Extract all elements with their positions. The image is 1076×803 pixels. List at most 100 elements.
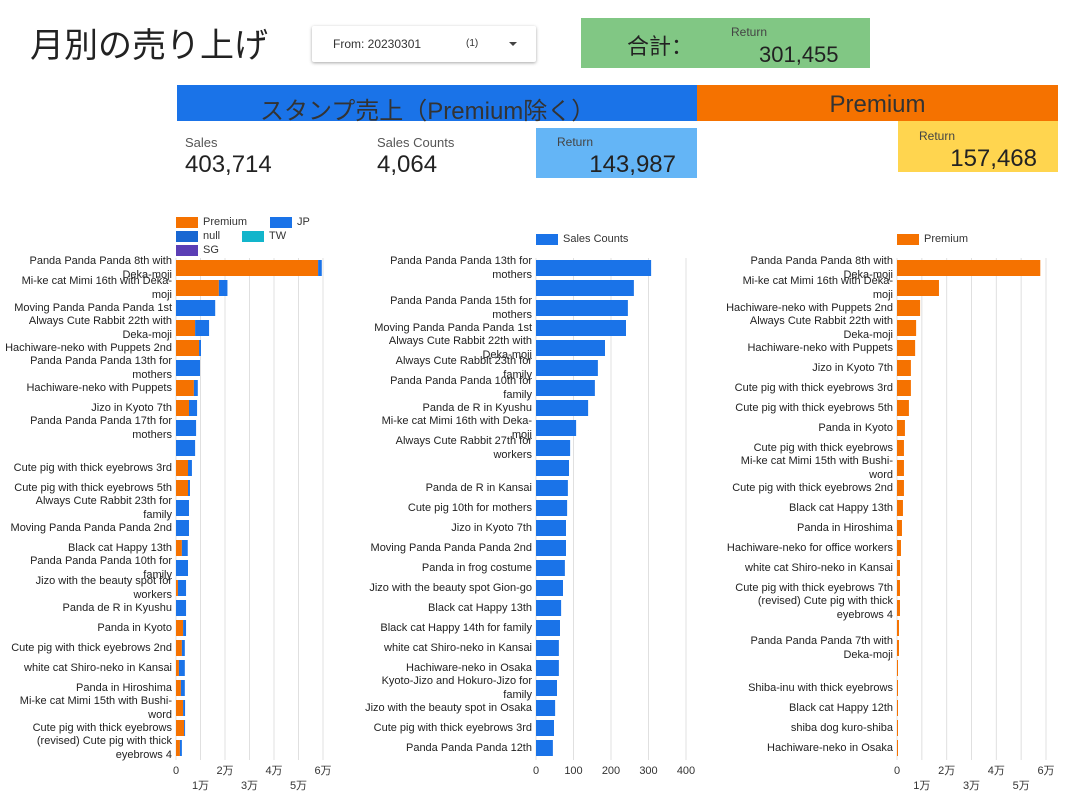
bar bbox=[536, 660, 559, 676]
y-tick-label: Cute pig with thick eyebrows 7th bbox=[735, 582, 893, 594]
x-tick-label: 6万 bbox=[314, 765, 331, 777]
bar bbox=[897, 740, 898, 756]
y-tick-label: Panda in Kyoto bbox=[97, 622, 172, 634]
total-label: 合計： bbox=[627, 34, 694, 59]
y-tick-label: Panda in frog costume bbox=[421, 562, 532, 574]
bar bbox=[176, 260, 319, 276]
x-tick-label: 5万 bbox=[290, 780, 307, 792]
y-tick-label: Panda Panda Panda 12th bbox=[405, 742, 532, 754]
y-tick-label: Cute pig with thick eyebrows 5th bbox=[14, 482, 172, 494]
y-tick-label: Mi-ke cat Mimi 16th with Deka-moji bbox=[381, 415, 532, 441]
legend-swatch bbox=[176, 231, 198, 242]
bar bbox=[897, 700, 898, 716]
y-tick-label: Jizo with the beauty spot Gion-go bbox=[369, 582, 532, 594]
y-tick-label: Cute pig with thick eyebrows 3rd bbox=[373, 722, 532, 734]
x-tick-label: 5万 bbox=[1013, 780, 1030, 792]
bar bbox=[176, 540, 182, 556]
kpi-card: Return 157,468 bbox=[898, 121, 1058, 172]
bar bbox=[177, 580, 187, 596]
bar bbox=[176, 600, 187, 616]
bar bbox=[897, 400, 909, 416]
bar bbox=[181, 640, 185, 656]
y-tick-label: Black cat Happy 12th bbox=[789, 702, 893, 714]
bar bbox=[536, 440, 571, 456]
bar bbox=[199, 340, 201, 356]
bar bbox=[180, 680, 185, 696]
bar bbox=[897, 500, 903, 516]
y-tick-label: Always Cute Rabbit 22th with Deka-moji bbox=[28, 315, 172, 341]
y-tick-label: Panda de R in Kansai bbox=[425, 482, 532, 494]
bar bbox=[897, 640, 899, 656]
x-tick-label: 2万 bbox=[216, 765, 233, 777]
y-tick-label: Hachiware-neko for office workers bbox=[726, 542, 893, 554]
bar bbox=[318, 260, 322, 276]
bar bbox=[897, 580, 900, 596]
kpi-label: Sales Counts bbox=[377, 135, 455, 150]
y-tick-label: Always Cute Rabbit 27th for workers bbox=[395, 435, 532, 461]
y-tick-label: Cute pig with thick eyebrows 2nd bbox=[732, 482, 893, 494]
y-tick-label: Always Cute Rabbit 23th for family bbox=[395, 355, 532, 381]
bar bbox=[188, 480, 190, 496]
y-tick-label: Panda de R in Kyushu bbox=[422, 402, 532, 414]
y-tick-label: Hachiware-neko with Puppets bbox=[26, 382, 172, 394]
bar bbox=[176, 300, 216, 316]
x-tick-label: 3万 bbox=[241, 780, 258, 792]
y-tick-label: Cute pig with thick eyebrows 5th bbox=[735, 402, 893, 414]
bar bbox=[536, 640, 559, 656]
kpi-label: Sales bbox=[185, 135, 218, 150]
legend-swatch bbox=[270, 217, 292, 228]
legend-label: JP bbox=[297, 216, 310, 228]
bar bbox=[176, 480, 189, 496]
bar bbox=[536, 740, 553, 756]
y-tick-label: Cute pig with thick eyebrows 2nd bbox=[11, 642, 172, 654]
bar bbox=[181, 540, 188, 556]
bar bbox=[897, 600, 900, 616]
y-tick-label: Panda Panda Panda 8th with Deka-moji bbox=[29, 255, 172, 281]
y-tick-label: Panda Panda Panda 17th for mothers bbox=[30, 415, 172, 441]
bar bbox=[536, 600, 562, 616]
legend-swatch bbox=[176, 217, 198, 228]
bar bbox=[536, 580, 563, 596]
kpi-card: Return 143,987 bbox=[536, 128, 697, 178]
y-tick-label: Always Cute Rabbit 23th for family bbox=[35, 495, 172, 521]
bar bbox=[536, 560, 565, 576]
legend-swatch bbox=[897, 234, 919, 245]
bar bbox=[897, 660, 898, 676]
y-tick-label: white cat Shiro-neko in Kansai bbox=[384, 642, 532, 654]
y-tick-label: Black cat Happy 13th bbox=[68, 542, 172, 554]
y-tick-label: Panda Panda Panda 13th for mothers bbox=[30, 355, 172, 381]
x-tick-label: 200 bbox=[602, 765, 620, 777]
x-tick-label: 0 bbox=[173, 765, 179, 777]
y-tick-label: (revised) Cute pig with thick eyebrows 4 bbox=[757, 595, 893, 621]
bar bbox=[179, 740, 182, 756]
bar bbox=[184, 720, 186, 736]
y-tick-label: Panda in Kyoto bbox=[818, 422, 893, 434]
bar bbox=[536, 720, 554, 736]
bar bbox=[536, 520, 566, 536]
page-title: 月別の売り上げ bbox=[30, 27, 268, 65]
bar bbox=[176, 680, 181, 696]
bar bbox=[176, 360, 201, 376]
bar bbox=[897, 340, 916, 356]
bar bbox=[195, 320, 210, 336]
kpi-value: 157,468 bbox=[950, 145, 1037, 172]
bar bbox=[897, 440, 904, 456]
bar bbox=[897, 460, 904, 476]
y-tick-label: Always Cute Rabbit 22th with Deka-moji bbox=[388, 335, 532, 361]
kpi-value: 4,064 bbox=[377, 151, 438, 178]
bar bbox=[176, 660, 179, 676]
x-tick-label: 2万 bbox=[938, 765, 955, 777]
y-tick-label: Moving Panda Panda Panda 2nd bbox=[10, 522, 172, 534]
bar bbox=[218, 280, 228, 296]
bar bbox=[176, 280, 219, 296]
y-tick-label: white cat Shiro-neko in Kansai bbox=[745, 562, 893, 574]
y-tick-label: Hachiware-neko with Puppets 2nd bbox=[726, 302, 893, 314]
bar bbox=[536, 360, 598, 376]
y-tick-label: Hachiware-neko in Osaka bbox=[767, 742, 893, 754]
date-filter[interactable]: From: 20230301 (1) bbox=[312, 26, 536, 62]
legend-swatch bbox=[176, 245, 198, 256]
bar bbox=[897, 480, 904, 496]
y-tick-label: Panda de R in Kyushu bbox=[62, 602, 172, 614]
legend-label: Premium bbox=[203, 216, 247, 228]
y-tick-label: Panda Panda Panda 10th for family bbox=[30, 555, 172, 581]
